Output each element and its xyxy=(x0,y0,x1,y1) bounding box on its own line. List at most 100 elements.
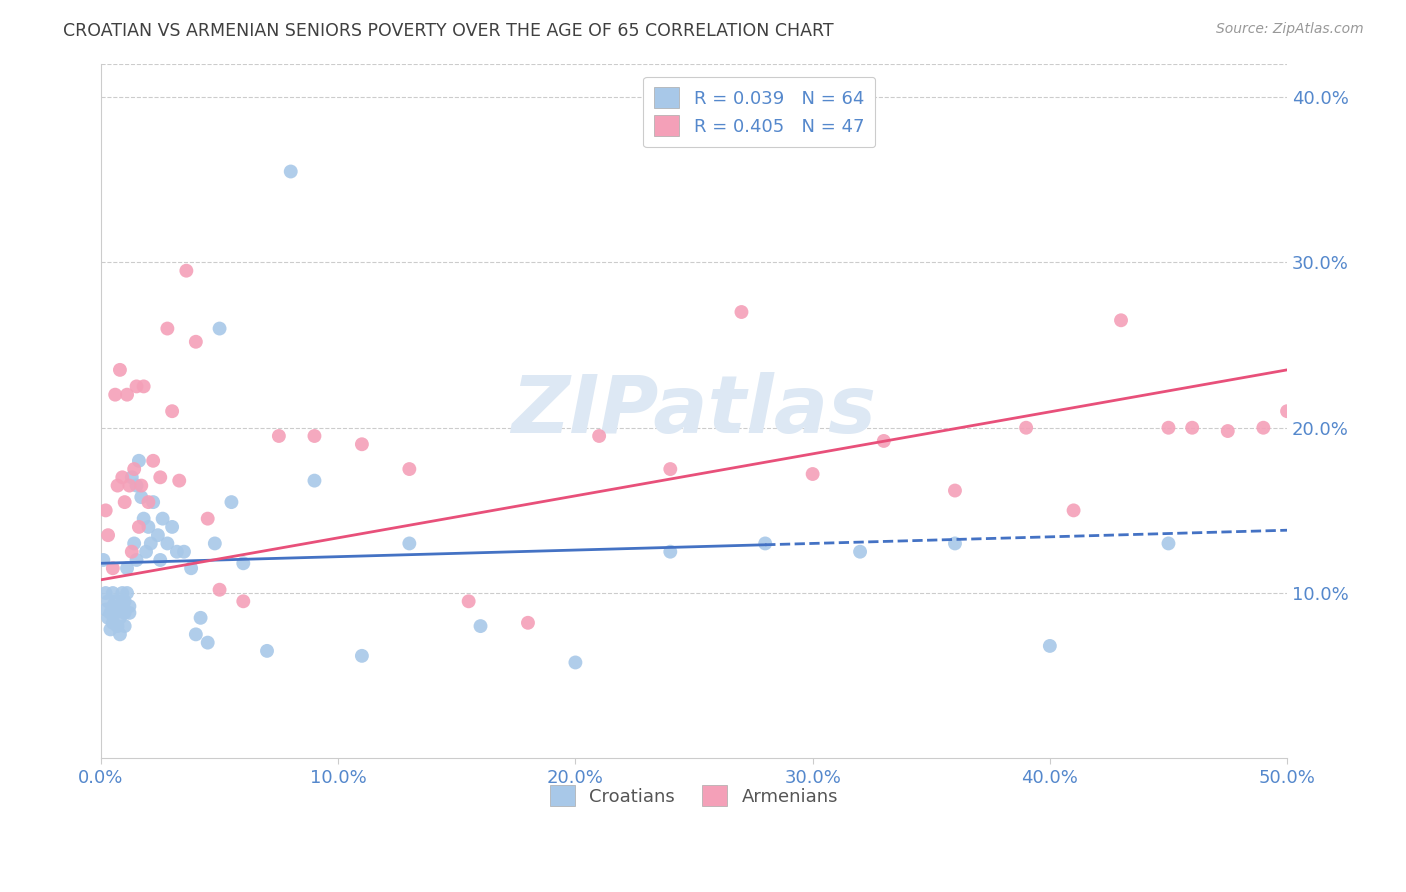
Point xyxy=(208,582,231,597)
Point xyxy=(118,606,141,620)
Point xyxy=(94,586,117,600)
Point xyxy=(107,478,129,492)
Point xyxy=(149,470,172,484)
Point xyxy=(156,536,179,550)
Point xyxy=(1109,313,1132,327)
Point xyxy=(107,619,129,633)
Point xyxy=(152,511,174,525)
Point xyxy=(104,606,127,620)
Point xyxy=(104,594,127,608)
Point xyxy=(111,586,134,600)
Point xyxy=(101,561,124,575)
Point xyxy=(129,478,152,492)
Point xyxy=(1039,639,1062,653)
Point xyxy=(125,379,148,393)
Point xyxy=(204,536,226,550)
Point xyxy=(139,536,162,550)
Point xyxy=(94,602,117,616)
Point xyxy=(111,594,134,608)
Point xyxy=(730,305,752,319)
Point xyxy=(114,619,136,633)
Point xyxy=(232,594,254,608)
Point xyxy=(160,520,183,534)
Point xyxy=(873,434,896,448)
Text: CROATIAN VS ARMENIAN SENIORS POVERTY OVER THE AGE OF 65 CORRELATION CHART: CROATIAN VS ARMENIAN SENIORS POVERTY OVE… xyxy=(63,22,834,40)
Point xyxy=(101,586,124,600)
Point xyxy=(943,536,966,550)
Point xyxy=(184,627,207,641)
Point xyxy=(114,495,136,509)
Point xyxy=(1275,404,1298,418)
Point xyxy=(398,462,420,476)
Point xyxy=(256,644,278,658)
Point xyxy=(659,462,682,476)
Point xyxy=(156,321,179,335)
Point xyxy=(91,553,114,567)
Point xyxy=(184,334,207,349)
Point xyxy=(1015,421,1038,435)
Point xyxy=(470,619,492,633)
Point xyxy=(138,520,160,534)
Point xyxy=(111,470,134,484)
Point xyxy=(232,556,254,570)
Point xyxy=(94,503,117,517)
Point xyxy=(100,623,122,637)
Point xyxy=(100,606,122,620)
Point xyxy=(97,611,120,625)
Point xyxy=(173,545,195,559)
Point xyxy=(101,599,124,614)
Point xyxy=(108,627,131,641)
Point xyxy=(350,648,373,663)
Point xyxy=(104,387,127,401)
Point xyxy=(146,528,169,542)
Point xyxy=(849,545,872,559)
Point xyxy=(108,611,131,625)
Point xyxy=(398,536,420,550)
Point xyxy=(114,606,136,620)
Point xyxy=(801,467,824,481)
Point xyxy=(108,363,131,377)
Point xyxy=(122,462,145,476)
Point xyxy=(132,511,155,525)
Point xyxy=(142,495,165,509)
Point xyxy=(167,474,190,488)
Point xyxy=(115,387,138,401)
Point xyxy=(197,511,219,525)
Point xyxy=(350,437,373,451)
Point xyxy=(190,611,212,625)
Point xyxy=(97,528,120,542)
Point xyxy=(280,164,302,178)
Point xyxy=(121,470,143,484)
Point xyxy=(129,490,152,504)
Text: Source: ZipAtlas.com: Source: ZipAtlas.com xyxy=(1216,22,1364,37)
Point xyxy=(1216,424,1239,438)
Point xyxy=(304,429,326,443)
Point xyxy=(115,561,138,575)
Point xyxy=(197,635,219,649)
Point xyxy=(1253,421,1275,435)
Point xyxy=(128,454,150,468)
Point xyxy=(166,545,188,559)
Point xyxy=(208,321,231,335)
Point xyxy=(101,615,124,630)
Point xyxy=(121,545,143,559)
Point xyxy=(135,545,157,559)
Point xyxy=(176,263,198,277)
Point xyxy=(1157,536,1180,550)
Point xyxy=(107,602,129,616)
Point xyxy=(267,429,290,443)
Point xyxy=(149,553,172,567)
Point xyxy=(122,536,145,550)
Point xyxy=(142,454,165,468)
Point xyxy=(132,379,155,393)
Point xyxy=(1063,503,1085,517)
Point xyxy=(457,594,479,608)
Point xyxy=(304,474,326,488)
Point xyxy=(115,586,138,600)
Point xyxy=(125,553,148,567)
Point xyxy=(114,594,136,608)
Point xyxy=(1181,421,1204,435)
Point xyxy=(221,495,243,509)
Point xyxy=(97,594,120,608)
Point xyxy=(754,536,776,550)
